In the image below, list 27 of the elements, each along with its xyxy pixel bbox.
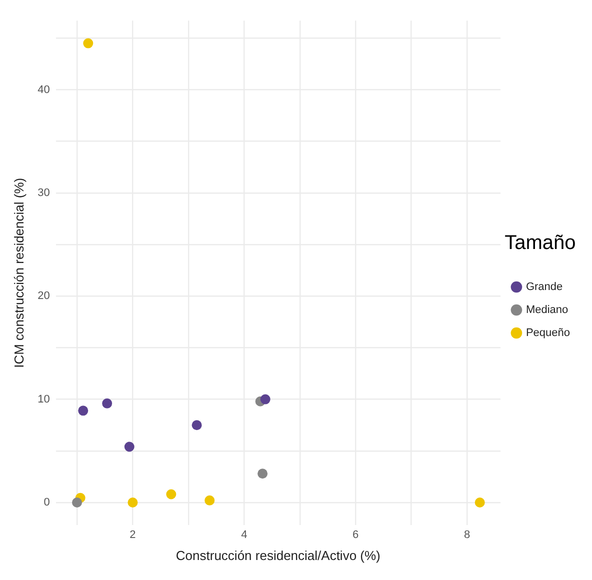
x-axis-title: Construcción residencial/Activo (%) — [176, 548, 380, 563]
x-tick-label: 4 — [241, 528, 248, 541]
point — [260, 394, 270, 404]
point — [166, 489, 176, 500]
point — [72, 498, 82, 508]
legend-label: Pequeño — [526, 327, 570, 340]
x-tick-label: 2 — [130, 528, 136, 541]
point — [204, 495, 215, 506]
x-tick-label: 8 — [464, 528, 470, 541]
point — [128, 498, 138, 508]
legend-title: Tamaño — [504, 232, 576, 254]
x-tick-label: 6 — [352, 528, 359, 541]
point — [192, 420, 202, 430]
point — [124, 442, 134, 452]
point — [78, 406, 88, 416]
legend-label: Mediano — [526, 304, 568, 316]
point — [258, 468, 268, 479]
point — [83, 38, 94, 48]
y-tick-label: 30 — [38, 186, 50, 199]
y-tick-label: 20 — [38, 290, 50, 302]
y-axis-title: ICM construcción residencial (%) — [11, 178, 26, 368]
y-tick-label: 0 — [44, 496, 50, 509]
legend-label: Grande — [526, 281, 563, 294]
point — [474, 498, 485, 508]
y-tick-label: 10 — [38, 393, 50, 406]
y-tick-label: 40 — [38, 84, 50, 96]
point — [102, 398, 112, 408]
